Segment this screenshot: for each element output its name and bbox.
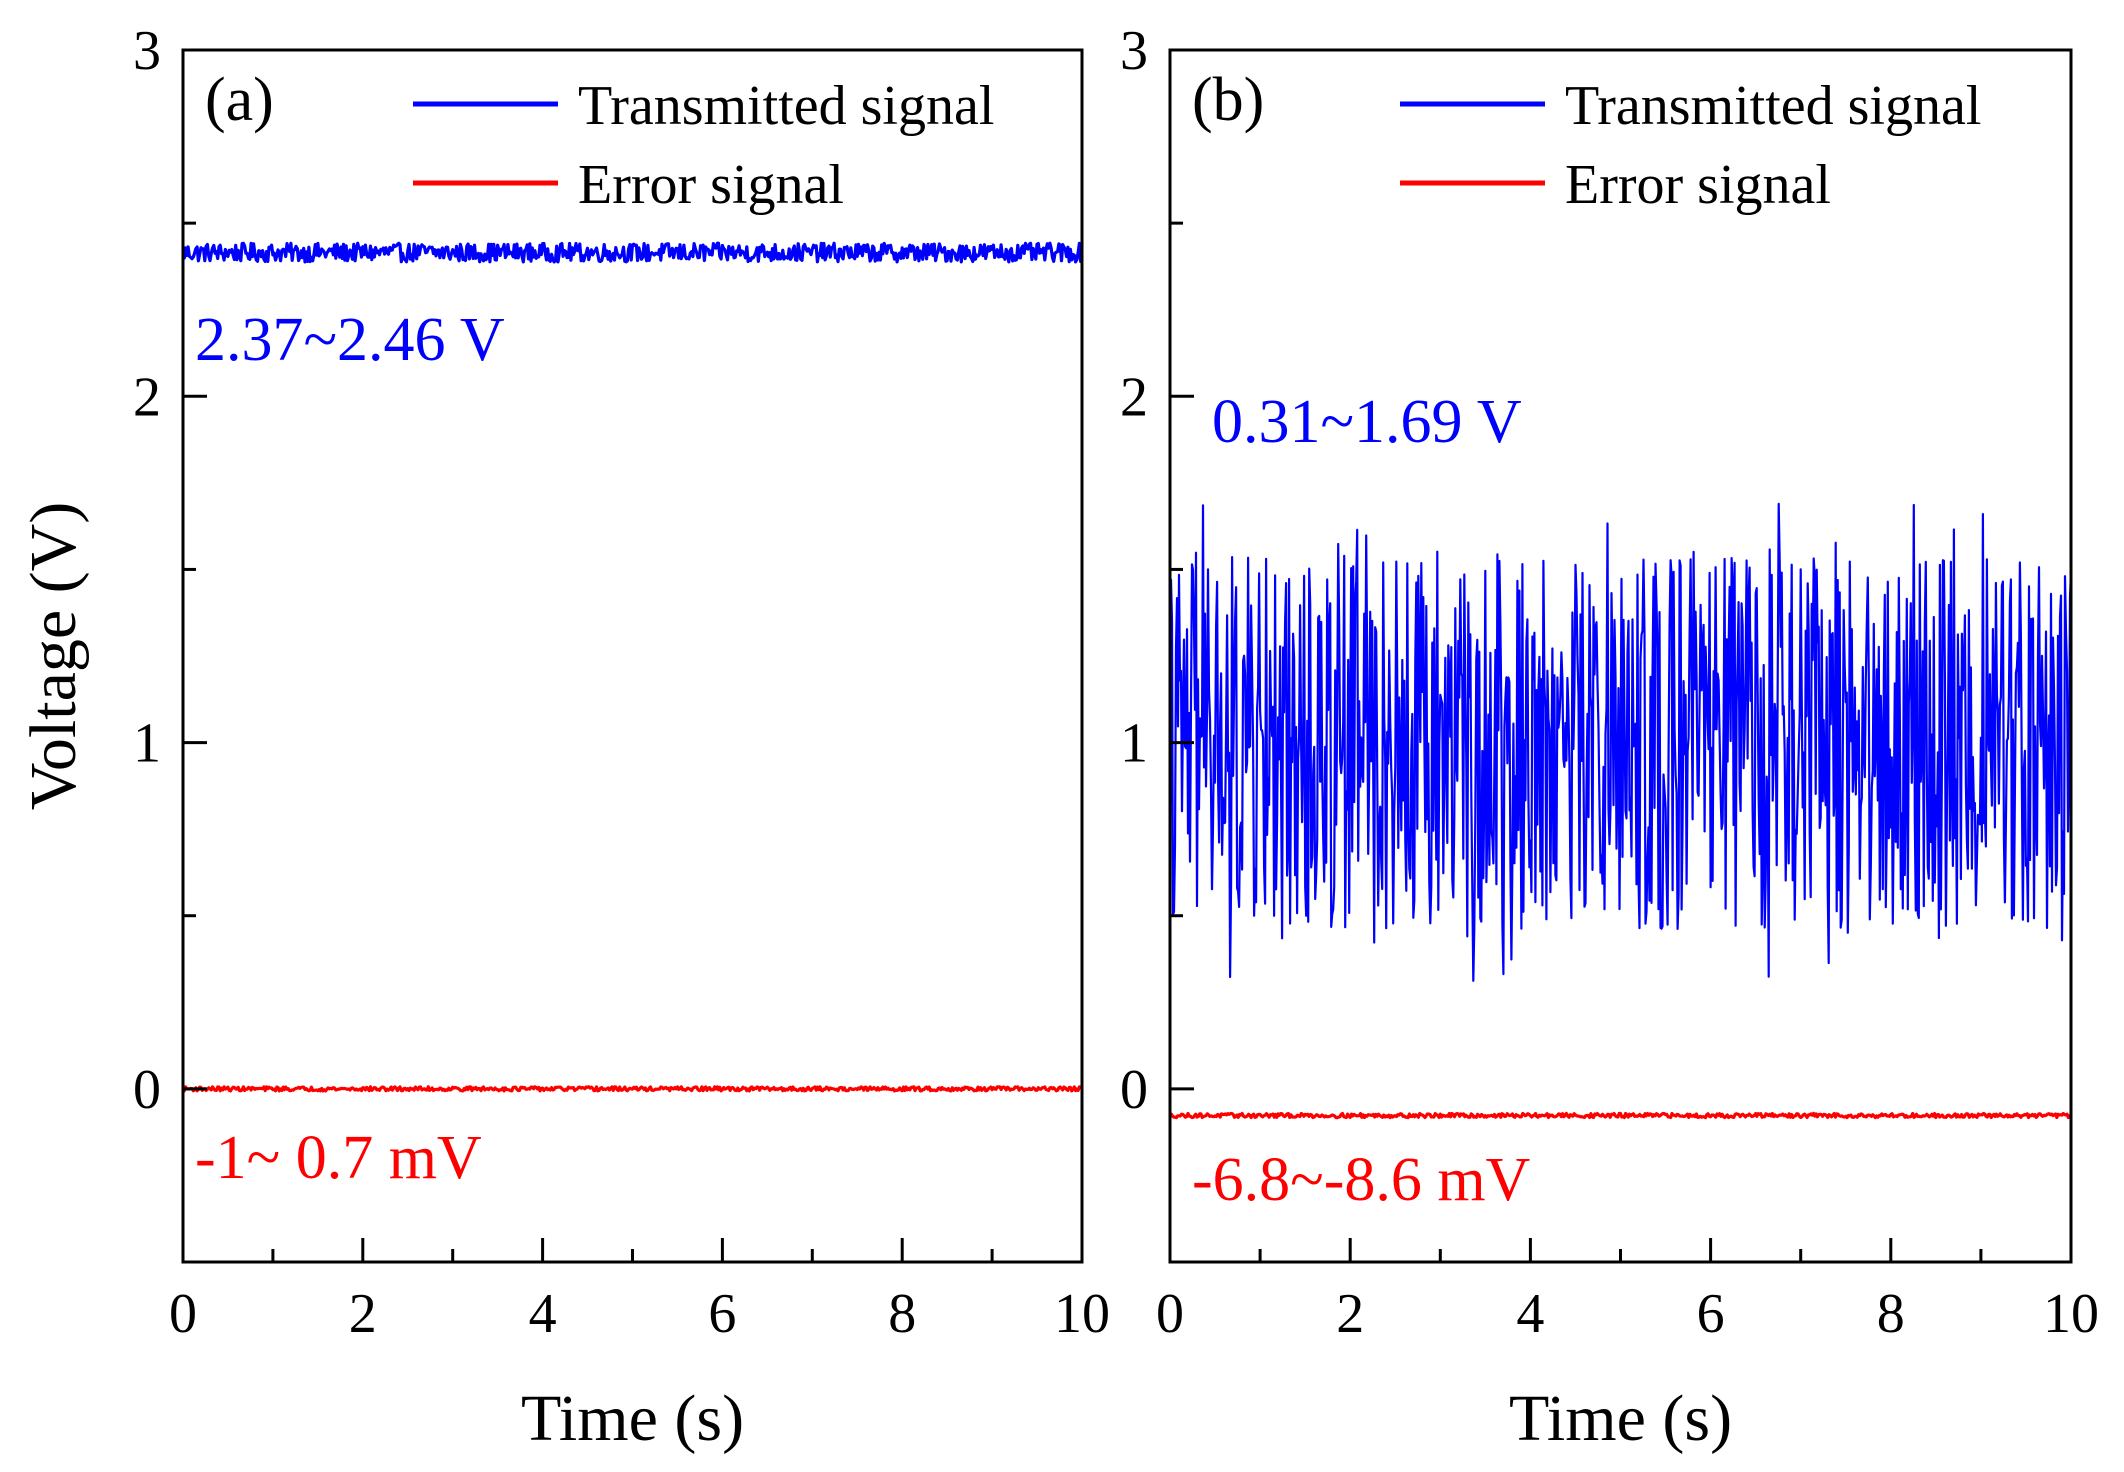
x-tick-label: 4 bbox=[529, 1283, 557, 1345]
series-line-transmitted bbox=[1168, 502, 2073, 982]
plot-frame bbox=[181, 48, 1084, 1264]
x-tick-label: 2 bbox=[349, 1283, 377, 1345]
legend-label-error: Error signal bbox=[1565, 154, 1831, 216]
panel-b: 0 2 4 6 8 10 0 1 2 3 Time (s) (b) Transmitted signal… bbox=[1120, 20, 2099, 1455]
y-tick-label: 0 bbox=[133, 1059, 161, 1121]
y-tick-label: 1 bbox=[133, 713, 161, 775]
series-line-transmitted bbox=[181, 241, 1084, 264]
y-axis-label: Voltage (V) bbox=[17, 502, 90, 811]
series-line-error bbox=[181, 1085, 1084, 1093]
x-tick-label: 8 bbox=[888, 1283, 916, 1345]
x-tick-label: 6 bbox=[1697, 1283, 1725, 1345]
annotation-transmitted-range: 0.31~1.69 V bbox=[1212, 388, 1522, 456]
legend-label-error: Error signal bbox=[578, 154, 844, 216]
annotation-error-range: -1~ 0.7 mV bbox=[195, 1124, 482, 1192]
panel-a: 0 2 4 6 8 10 0 1 2 3 Time (s) Voltage (V) (a) Transmi… bbox=[17, 20, 1110, 1455]
x-tick-label: 2 bbox=[1336, 1283, 1364, 1345]
x-axis-label: Time (s) bbox=[1509, 1382, 1732, 1455]
x-tick-label: 4 bbox=[1516, 1283, 1544, 1345]
y-tick-label: 0 bbox=[1120, 1059, 1148, 1121]
x-tick-label: 0 bbox=[1156, 1283, 1184, 1345]
legend-label-transmitted: Transmitted signal bbox=[1565, 75, 1981, 137]
x-tick-label: 10 bbox=[2043, 1283, 2099, 1345]
x-tick-label: 8 bbox=[1877, 1283, 1905, 1345]
legend: Transmitted signal Error signal bbox=[413, 75, 994, 216]
annotation-error-range: -6.8~-8.6 mV bbox=[1192, 1146, 1531, 1214]
x-tick-label: 10 bbox=[1054, 1283, 1110, 1345]
series-line-error bbox=[1169, 1111, 2073, 1120]
annotation-transmitted-range: 2.37~2.46 V bbox=[195, 306, 505, 374]
panel-label: (b) bbox=[1192, 66, 1264, 134]
y-tick-label: 3 bbox=[133, 20, 161, 82]
y-tick-label: 2 bbox=[133, 366, 161, 428]
legend: Transmitted signal Error signal bbox=[1400, 75, 1981, 216]
legend-label-transmitted: Transmitted signal bbox=[578, 75, 994, 137]
y-tick-label: 2 bbox=[1120, 366, 1148, 428]
y-tick-label: 3 bbox=[1120, 20, 1148, 82]
panel-label: (a) bbox=[205, 66, 274, 134]
x-tick-label: 0 bbox=[169, 1283, 197, 1345]
y-tick-label: 1 bbox=[1120, 713, 1148, 775]
x-axis-label: Time (s) bbox=[521, 1382, 744, 1455]
x-tick-label: 6 bbox=[708, 1283, 736, 1345]
